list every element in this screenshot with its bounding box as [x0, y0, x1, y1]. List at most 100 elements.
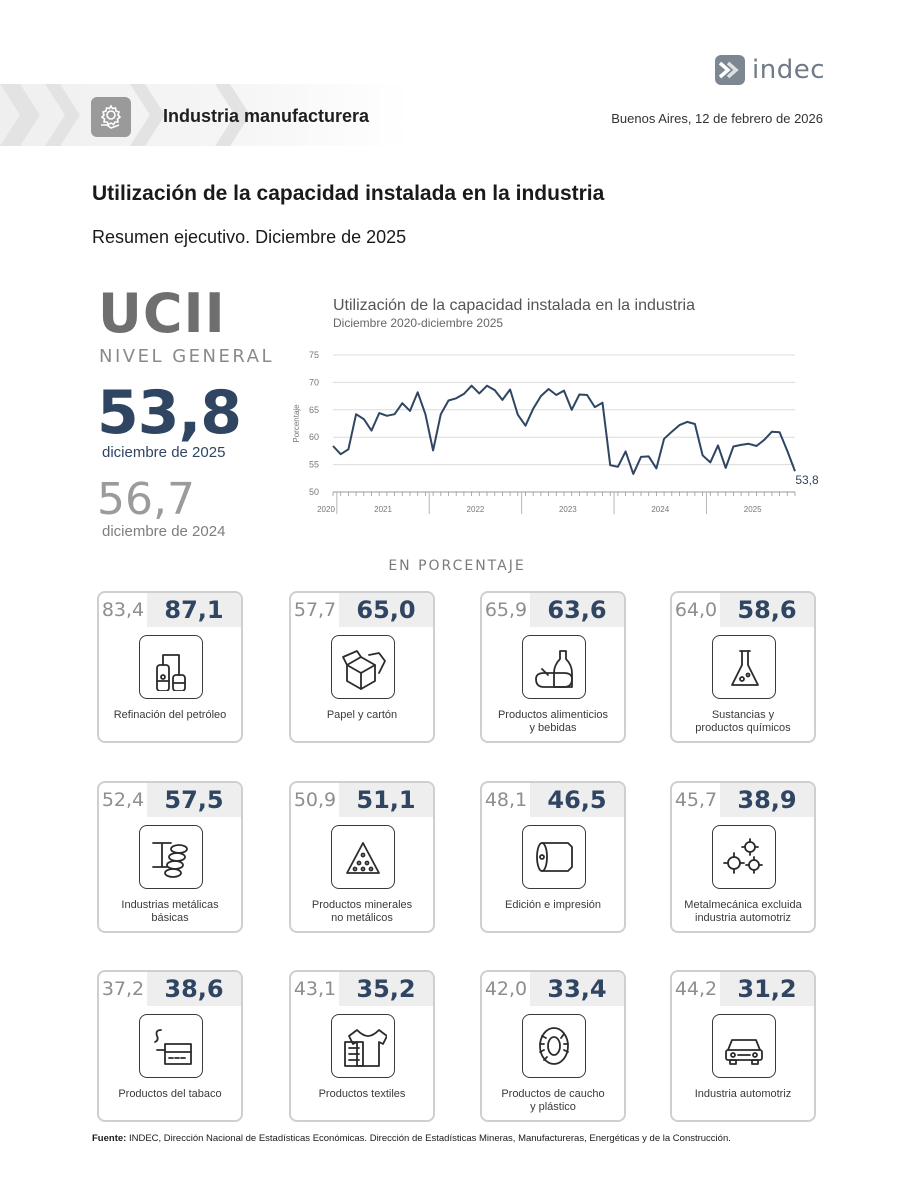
y-tick-label: 75: [309, 350, 319, 360]
card-values: 42,0 33,4: [482, 972, 624, 1006]
card-current-value: 38,9: [720, 783, 814, 817]
card-current-value: 38,6: [147, 972, 241, 1006]
card-label: Sustancias y productos químicos: [695, 709, 791, 734]
series-line: [332, 384, 796, 475]
card-values: 45,7 38,9: [672, 783, 814, 817]
kpi-previous-label: diciembre de 2024: [102, 523, 226, 540]
card-values: 44,2 31,2: [672, 972, 814, 1006]
sector-card: 64,0 58,6 Sustancias y productos químicos: [670, 591, 816, 743]
sector-card: 37,2 38,6 Productos del tabaco: [97, 970, 243, 1122]
card-previous-value: 44,2: [674, 978, 718, 1000]
kpi-current-label: diciembre de 2025: [102, 444, 226, 461]
card-label: Productos minerales no metálicos: [311, 899, 413, 924]
mineral-pyramid-icon: [331, 825, 395, 889]
page-subtitle: Resumen ejecutivo. Diciembre de 2025: [92, 227, 407, 247]
card-previous-value: 64,0: [674, 599, 718, 621]
card-values: 48,1 46,5: [482, 783, 624, 817]
sector-card: 48,1 46,5 Edición e impresión: [480, 781, 626, 933]
card-current-value: 87,1: [147, 593, 241, 627]
card-label: Papel y cartón: [326, 709, 398, 721]
indec-logo: indec: [714, 54, 825, 86]
sector-card: 52,4 57,5 Industrias metálicas básicas: [97, 781, 243, 933]
card-previous-value: 42,0: [484, 978, 528, 1000]
car-icon: [712, 1014, 776, 1078]
paper-box-icon: [331, 635, 395, 699]
card-label: Industrias metálicas básicas: [121, 899, 219, 924]
kpi-previous-value: 56,7: [97, 474, 195, 525]
page-title: Utilización de la capacidad instalada en…: [92, 182, 605, 205]
y-tick-label: 55: [309, 460, 319, 470]
card-current-value: 46,5: [530, 783, 624, 817]
card-previous-value: 45,7: [674, 789, 718, 811]
card-values: 37,2 38,6: [99, 972, 241, 1006]
sector-card: 45,7 38,9 Metalmecánica excluida industria…: [670, 781, 816, 933]
paper-roll-icon: [522, 825, 586, 889]
sector-card: 83,4 87,1 Refinación del petróleo: [97, 591, 243, 743]
card-values: 50,9 51,1: [291, 783, 433, 817]
tire-icon: [522, 1014, 586, 1078]
x-tick-label: 2025: [744, 505, 762, 514]
card-label: Productos alimenticios y bebidas: [497, 709, 609, 734]
gear-hand-icon: [91, 97, 131, 137]
tobacco-icon: [139, 1014, 203, 1078]
card-current-value: 65,0: [339, 593, 433, 627]
x-tick-label: 2024: [651, 505, 669, 514]
cards-heading: EN PORCENTAJE: [388, 558, 526, 574]
card-previous-value: 50,9: [293, 789, 337, 811]
y-tick-label: 70: [309, 377, 319, 387]
card-previous-value: 37,2: [101, 978, 145, 1000]
oil-refinery-icon: [139, 635, 203, 699]
card-label: Productos textiles: [318, 1088, 406, 1100]
chart-subtitle: Diciembre 2020-diciembre 2025: [333, 316, 504, 330]
y-tick-label: 60: [309, 432, 319, 442]
end-value-label: 53,8: [795, 473, 819, 487]
card-label: Metalmecánica excluida industria automot…: [684, 899, 802, 924]
indec-logo-mark-icon: [715, 55, 745, 85]
x-tick-label: 2023: [559, 505, 577, 514]
card-current-value: 31,2: [720, 972, 814, 1006]
x-tick-label: 2021: [374, 505, 392, 514]
card-current-value: 33,4: [530, 972, 624, 1006]
card-values: 64,0 58,6: [672, 593, 814, 627]
card-values: 83,4 87,1: [99, 593, 241, 627]
sector-card: 57,7 65,0 Papel y cartón: [289, 591, 435, 743]
card-values: 57,7 65,0: [291, 593, 433, 627]
sector-card: 65,9 63,6 Productos alimenticios y bebidas: [480, 591, 626, 743]
sector-card: 42,0 33,4 Productos de caucho y plástico: [480, 970, 626, 1122]
card-label: Refinación del petróleo: [113, 709, 227, 721]
gears-icon: [712, 825, 776, 889]
x-tick-label: 2020: [317, 505, 335, 514]
card-current-value: 58,6: [720, 593, 814, 627]
card-label: Productos del tabaco: [118, 1088, 222, 1100]
card-previous-value: 43,1: [293, 978, 337, 1000]
card-label: Productos de caucho y plástico: [501, 1088, 605, 1113]
sector-card: 44,2 31,2 Industria automotriz: [670, 970, 816, 1122]
metal-beam-icon: [139, 825, 203, 889]
card-label: Industria automotriz: [694, 1088, 792, 1100]
card-previous-value: 65,9: [484, 599, 528, 621]
food-beverage-icon: [522, 635, 586, 699]
card-current-value: 57,5: [147, 783, 241, 817]
card-current-value: 35,2: [339, 972, 433, 1006]
flask-icon: [712, 635, 776, 699]
y-tick-label: 65: [309, 405, 319, 415]
textile-shirt-icon: [331, 1014, 395, 1078]
source-text: INDEC, Dirección Nacional de Estadística…: [126, 1133, 731, 1144]
source-note: Fuente: INDEC, Dirección Nacional de Est…: [92, 1133, 731, 1144]
logo-text: indec: [752, 55, 825, 85]
source-label: Fuente:: [92, 1133, 127, 1144]
card-previous-value: 83,4: [101, 599, 145, 621]
card-previous-value: 48,1: [484, 789, 528, 811]
card-current-value: 51,1: [339, 783, 433, 817]
kpi-current-value: 53,8: [97, 378, 242, 448]
section-title: Industria manufacturera: [163, 106, 370, 126]
x-tick-label: 2022: [467, 505, 485, 514]
kpi-level-label: NIVEL GENERAL: [99, 346, 274, 367]
card-values: 43,1 35,2: [291, 972, 433, 1006]
y-axis-label: Porcentaje: [292, 404, 301, 443]
card-values: 65,9 63,6: [482, 593, 624, 627]
kpi-acronym: UCII: [98, 282, 226, 345]
card-label: Edición e impresión: [505, 899, 601, 911]
publication-date: Buenos Aires, 12 de febrero de 2026: [611, 111, 823, 126]
sector-card: 43,1 35,2 Productos textiles: [289, 970, 435, 1122]
